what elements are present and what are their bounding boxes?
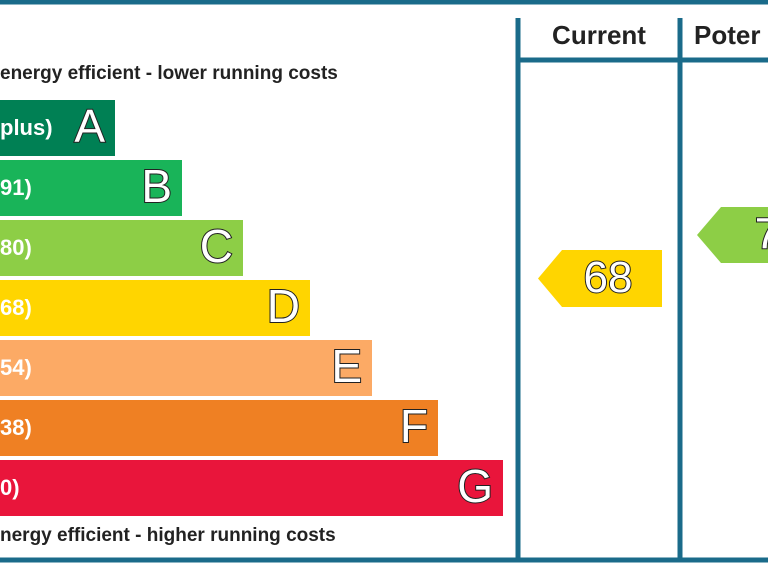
current-value: 68 [584,253,633,302]
band-bar [0,160,182,216]
band-bar [0,100,115,156]
band-label: 91) [0,175,32,200]
band-label: 0) [0,475,20,500]
band-bar [0,220,243,276]
band-label: 80) [0,235,32,260]
band-label: 54) [0,355,32,380]
top-note: energy efficient - lower running costs [0,63,338,84]
bottom-note: nergy efficient - higher running costs [0,525,336,546]
band-bar [0,400,438,456]
band-letter: C [200,220,233,272]
band-letter: D [267,280,300,332]
band-letter: E [331,340,362,392]
band-bar [0,280,310,336]
current-header: Current [552,20,646,50]
potential-value: 7 [755,210,768,259]
band-label: 68) [0,295,32,320]
band-label: 38) [0,415,32,440]
band-letter: G [457,460,493,512]
band-bar [0,340,372,396]
band-bar [0,460,503,516]
band-letter: B [141,160,172,212]
band-letter: A [74,100,105,152]
potential-header: Poter [694,20,760,50]
band-label: plus) [0,115,53,140]
band-letter: F [400,400,428,452]
current-arrow [538,250,662,307]
potential-arrow [697,207,768,263]
